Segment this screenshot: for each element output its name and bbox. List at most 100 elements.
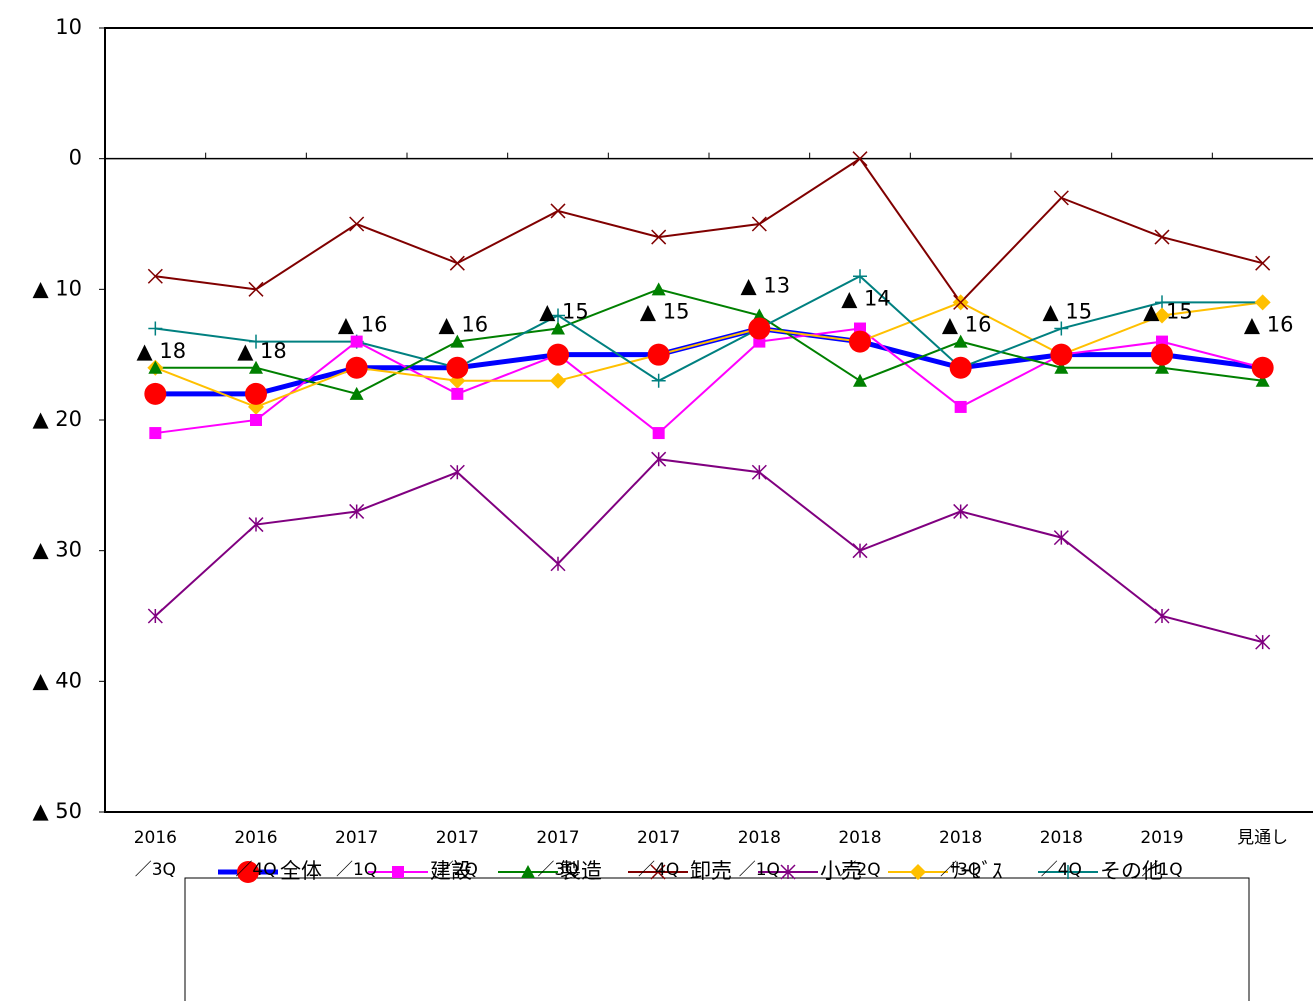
x-tick-label: 2017 ／3Q: [536, 828, 580, 880]
data-label: ▲ 18: [237, 339, 287, 363]
marker: [949, 356, 972, 379]
x-tick-label: 2017 ／2Q: [435, 828, 479, 880]
data-label: ▲ 16: [338, 313, 388, 337]
legend-label: その他: [1100, 859, 1163, 883]
marker: [853, 269, 867, 284]
y-tick-label: ▲ 30: [32, 538, 82, 562]
series-line: [155, 288, 1263, 395]
legend-label: 製造: [560, 859, 602, 883]
series-line: [155, 157, 1263, 304]
marker: [1251, 356, 1274, 379]
marker: [751, 464, 767, 480]
marker: [1053, 190, 1069, 206]
marker: [547, 343, 569, 366]
x-tick-label: 2017 ／1Q: [335, 828, 379, 880]
x-tick-label: 2018 ／1Q: [737, 828, 781, 880]
marker: [147, 608, 163, 624]
marker: [652, 427, 665, 440]
marker: [1154, 307, 1170, 324]
legend-box: [184, 877, 1250, 1001]
marker: [647, 343, 670, 366]
marker: [853, 373, 867, 387]
x-tick-label: 見通し: [1237, 828, 1289, 848]
marker: [1154, 229, 1170, 245]
x-tick-label: 2016 ／3Q: [133, 828, 177, 880]
series-line: [154, 301, 1263, 409]
x-tick-label: 2016 ／4Q: [234, 828, 278, 880]
marker: [1255, 373, 1270, 387]
y-tick-label: ▲ 40: [32, 668, 82, 692]
marker: [349, 216, 365, 232]
x-tick-label: 2019 ／1Q: [1140, 828, 1184, 880]
marker: [1054, 321, 1069, 336]
marker: [651, 229, 667, 245]
legend-marker: [780, 864, 796, 880]
marker: [148, 360, 163, 374]
marker: [751, 216, 767, 232]
y-tick-label: 10: [55, 15, 82, 39]
plot-frame: [104, 27, 1313, 813]
marker: [651, 373, 666, 388]
marker: [450, 334, 465, 348]
marker: [852, 543, 868, 559]
data-label: ▲ 15: [640, 300, 690, 324]
marker: [550, 372, 566, 389]
marker: [248, 281, 264, 297]
marker: [451, 387, 464, 400]
marker: [1151, 343, 1173, 366]
data-label: ▲ 16: [439, 313, 489, 337]
x-tick-label: 2018 ／4Q: [1039, 828, 1083, 880]
marker: [349, 386, 364, 400]
marker: [551, 321, 565, 335]
marker: [953, 334, 968, 348]
x-tick-label: 2017 ／4Q: [637, 828, 681, 880]
marker: [144, 382, 167, 405]
data-label: ▲ 16: [1244, 313, 1294, 337]
marker: [1050, 343, 1073, 366]
legend-marker: [910, 864, 926, 880]
y-tick-label: ▲ 10: [32, 276, 82, 300]
data-label: ▲ 15: [1043, 300, 1093, 324]
marker: [350, 335, 363, 348]
marker: [1254, 294, 1271, 311]
legend-label: 卸売: [690, 859, 732, 883]
legend-marker: [650, 864, 666, 880]
marker: [250, 414, 262, 426]
legend-marker: [521, 865, 535, 878]
marker: [1155, 295, 1169, 310]
marker: [953, 503, 969, 519]
legend-label: 建設: [430, 859, 472, 883]
data-label: ▲ 15: [539, 300, 589, 324]
legend-label: 小売: [820, 859, 862, 883]
marker: [248, 517, 264, 533]
data-label: ▲ 14: [841, 287, 891, 311]
marker: [1255, 634, 1271, 650]
marker: [147, 268, 163, 284]
series-line: [155, 275, 1263, 382]
y-tick-label: 0: [69, 146, 82, 170]
marker: [551, 308, 565, 323]
marker: [349, 503, 365, 519]
x-tick-label: 2018 ／3Q: [939, 828, 983, 880]
marker: [1053, 530, 1069, 546]
legend-marker: [392, 866, 404, 878]
marker: [148, 321, 163, 336]
marker: [849, 330, 871, 353]
marker: [1155, 360, 1169, 374]
marker: [446, 356, 469, 379]
marker: [1255, 255, 1271, 271]
marker: [249, 334, 263, 349]
marker: [149, 427, 162, 440]
x-tick-label: 2018 ／2Q: [838, 828, 882, 880]
series-line: [155, 327, 1263, 435]
y-tick-label: ▲ 20: [32, 407, 82, 431]
marker: [449, 255, 465, 271]
marker: [1154, 608, 1170, 624]
marker: [953, 294, 969, 310]
legend-marker: [237, 861, 259, 883]
marker: [249, 360, 263, 374]
data-label: ▲ 15: [1143, 300, 1193, 324]
series-line: [154, 458, 1263, 644]
